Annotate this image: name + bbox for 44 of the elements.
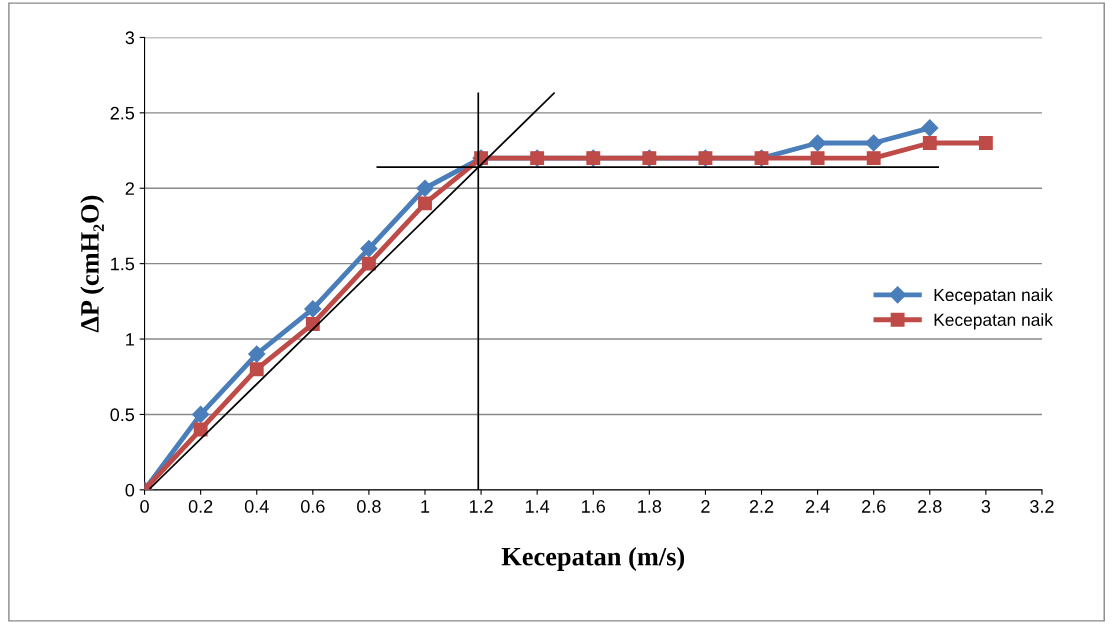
point	[192, 405, 210, 423]
x-tick-label: 3.2	[1030, 500, 1054, 513]
point	[304, 300, 322, 318]
x-axis-title: Kecepatan (m/s)	[501, 546, 685, 571]
y-tick-label: 0.5	[110, 408, 135, 422]
x-tick-label: 0.2	[188, 500, 213, 513]
y-axis-title: ΔP (cmH₂O)	[80, 195, 105, 333]
legend-label: Kecepatan naik	[934, 288, 1053, 305]
x-tick-label: 0	[140, 500, 149, 513]
y-tick-label: 0	[125, 483, 135, 497]
point	[361, 256, 376, 271]
x-tick-label: 1.8	[638, 500, 662, 513]
y-tick-label: 1	[126, 333, 134, 346]
x-tick-label: 3	[981, 500, 991, 513]
x-tick-label: 0.8	[357, 500, 381, 513]
point	[809, 134, 827, 152]
x-tick-label: 1.6	[582, 500, 606, 513]
point	[248, 345, 266, 363]
x-tick-label: 2.6	[862, 500, 886, 513]
point	[416, 179, 434, 197]
y-tick-label: 2.5	[110, 106, 135, 120]
x-tick-label: 1	[421, 500, 430, 513]
point	[193, 422, 208, 437]
x-tick-label: 1.2	[469, 500, 493, 513]
point	[865, 134, 883, 152]
x-tick-label: 0.6	[300, 500, 325, 513]
point	[360, 240, 378, 258]
x-tick-label: 1.4	[525, 500, 550, 513]
y-tick-label: 1.5	[111, 257, 135, 271]
y-tick-label: 2	[125, 182, 134, 195]
point	[978, 136, 993, 150]
point	[810, 151, 825, 166]
point	[418, 196, 432, 211]
point	[249, 362, 264, 377]
point	[866, 151, 881, 166]
x-tick-label: 2.4	[805, 500, 830, 513]
point	[921, 119, 939, 137]
x-tick-label: 2	[701, 500, 710, 513]
legend-label: Kecepatan naik	[934, 313, 1053, 330]
y-tick-label: 3	[125, 31, 135, 45]
x-tick-label: 2.2	[749, 500, 774, 513]
x-tick-label: 2.8	[918, 500, 942, 513]
point	[922, 136, 937, 150]
x-tick-label: 0.4	[244, 500, 269, 513]
